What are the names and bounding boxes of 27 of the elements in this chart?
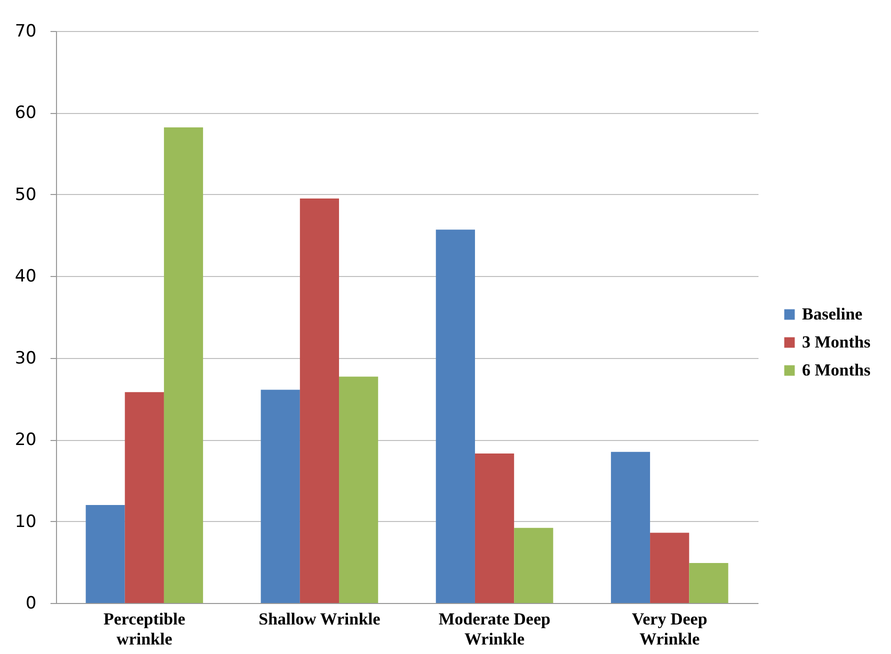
x-tick-label: Shallow Wrinkle [258,610,381,628]
bar [436,230,475,603]
bar [260,390,300,603]
x-tick-label: Very Deep Wrinkle [632,610,708,648]
bar [514,528,554,603]
bar [650,532,690,603]
legend-label: Baseline [802,304,863,324]
y-tick-label: 60 [14,103,36,124]
bar [124,392,164,603]
y-tick-label: 30 [14,348,36,368]
bar [164,127,204,603]
y-tick-label: 70 [14,22,36,42]
bar [610,452,650,603]
bar [300,198,340,603]
x-tick-label: Perceptible wrinkle [103,610,186,648]
bar [339,376,378,603]
bar [86,504,125,603]
legend-label: 6 Months [802,360,871,380]
y-tick-label: 40 [14,266,36,287]
bar [689,562,728,603]
legend-label: 3 Months [802,332,871,352]
y-tick-label: 10 [14,512,36,532]
x-tick-label: Moderate Deep Wrinkle [438,610,550,648]
y-tick-label: 50 [14,184,36,205]
y-tick-label: 20 [14,430,36,450]
y-tick-label: 0 [26,594,36,614]
bar [474,453,514,603]
